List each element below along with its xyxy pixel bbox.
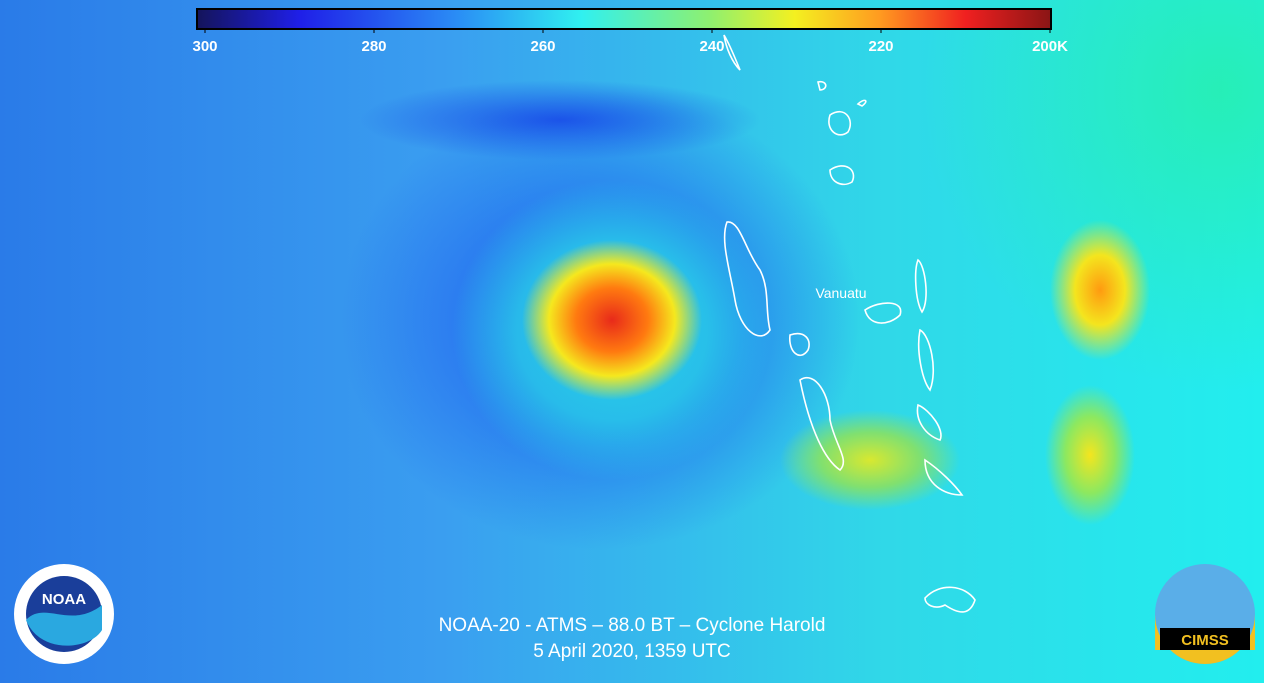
- colorbar-tick-label: 220: [868, 38, 893, 55]
- colorbar-tick-label: 200K: [1032, 38, 1068, 55]
- caption-line: 5 April 2020, 1359 UTC: [533, 641, 731, 662]
- place-label: Vanuatu: [815, 285, 866, 301]
- caption-line: NOAA-20 - ATMS – 88.0 BT – Cyclone Harol…: [439, 615, 826, 636]
- coastlines: [723, 34, 976, 613]
- colorbar-tick-label: 280: [361, 38, 386, 55]
- colorbar-tick-label: 300: [192, 38, 217, 55]
- logo-text: CIMSS: [1181, 632, 1229, 649]
- cimss-logo: CIMSS: [1155, 564, 1255, 664]
- colorbar-tick-label: 260: [530, 38, 555, 55]
- logo-text: NOAA: [42, 591, 86, 608]
- noaa-logo: NOAA: [14, 564, 114, 664]
- colorbar-tick-label: 240: [699, 38, 724, 55]
- colorbar: [196, 8, 1052, 30]
